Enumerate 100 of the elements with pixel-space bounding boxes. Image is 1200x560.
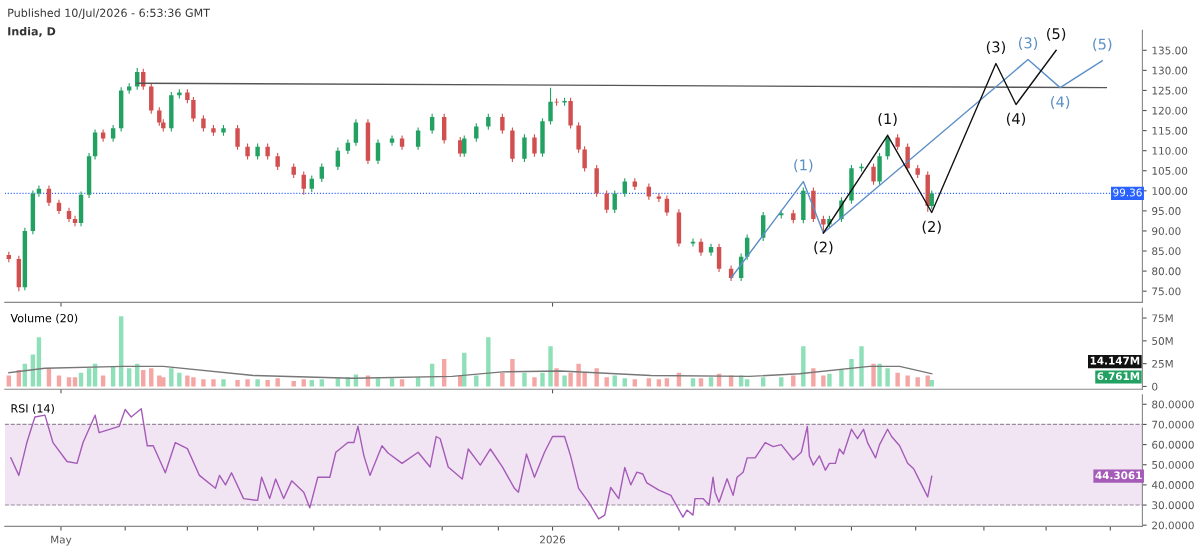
bar	[885, 368, 890, 387]
bar	[821, 375, 826, 387]
candlestick	[708, 243, 714, 257]
candlestick	[429, 113, 435, 135]
candlestick	[191, 96, 196, 123]
annotation: (2)	[922, 220, 941, 234]
ref-line-label: 99.36	[1113, 188, 1142, 197]
candlestick	[235, 124, 240, 151]
bar	[877, 363, 882, 387]
candlestick	[716, 243, 722, 273]
annotation: 44.3061	[1095, 471, 1142, 480]
bar	[871, 363, 876, 387]
bar	[72, 377, 78, 387]
y-tick-label: 115.00	[1152, 126, 1188, 135]
bar	[594, 368, 599, 387]
candlestick	[582, 145, 587, 173]
annotation: (3)	[1018, 37, 1038, 51]
chart-subtitle: India, D	[8, 26, 56, 37]
bar	[859, 346, 864, 387]
y-tick-label: 20.0000	[1152, 521, 1194, 530]
bar	[915, 377, 920, 387]
annotation: (1)	[794, 159, 813, 173]
bar	[177, 372, 182, 387]
y-tick-label: 85.00	[1152, 247, 1181, 256]
annotation: 6.761M	[1097, 372, 1140, 381]
line-series	[8, 365, 933, 379]
y-tick-label: 95.00	[1152, 207, 1181, 215]
y-tick-label: 60.0000	[1152, 440, 1194, 449]
y-tick-label: 50M	[1152, 337, 1173, 345]
y-tick-label: 50.0000	[1152, 460, 1194, 469]
chart-title: Volume (20)	[10, 313, 78, 324]
candlestick	[500, 113, 505, 135]
candlestick	[375, 138, 381, 165]
candlestick	[319, 162, 325, 183]
bar	[568, 372, 573, 387]
y-tick-label: 70.0000	[1152, 420, 1194, 429]
y-tick-label: 100.00	[1152, 187, 1188, 195]
candlestick	[335, 146, 341, 171]
y-tick-label: 125.00	[1152, 86, 1188, 95]
bar	[708, 377, 714, 387]
bar	[779, 377, 784, 387]
y-tick-label: 75M	[1152, 314, 1173, 323]
candlestick	[532, 133, 537, 158]
annotation: (4)	[1006, 112, 1026, 126]
y-tick-label: 75.00	[1152, 287, 1181, 296]
bar	[811, 368, 816, 387]
candlestick	[353, 118, 359, 147]
y-tick-label: 130.00	[1152, 66, 1188, 75]
bar	[201, 379, 206, 387]
bar	[760, 377, 766, 387]
y-tick-label: 105.00	[1152, 166, 1188, 175]
y-tick-label: 80.00	[1152, 267, 1181, 276]
bar	[540, 372, 545, 387]
y-tick-label: 30.0000	[1152, 501, 1194, 510]
annotation: (3)	[986, 41, 1006, 55]
bar	[255, 379, 260, 387]
bar	[827, 373, 832, 387]
candlestick	[548, 87, 553, 126]
annotation: (5)	[1093, 38, 1112, 52]
bar	[604, 377, 609, 387]
bar	[895, 372, 900, 387]
y-tick-label: 0	[1152, 382, 1158, 391]
bar	[161, 377, 166, 387]
bar	[849, 359, 854, 387]
text: RSI (14)	[11, 404, 54, 414]
annotation: 14.147M	[1090, 356, 1140, 365]
candlestick	[474, 122, 479, 143]
candlestick	[604, 189, 609, 214]
candlestick	[612, 189, 617, 214]
line-series	[730, 58, 1103, 279]
chart-title: Published 10/Jul/2026 - 6:53:36 GMT	[8, 8, 210, 20]
candlestick	[622, 177, 627, 198]
annotation: (4)	[1051, 95, 1070, 109]
bar	[839, 370, 844, 387]
candlestick	[415, 126, 421, 151]
bar	[801, 346, 806, 387]
bar	[500, 372, 505, 387]
y-tick-label: 110.00	[1152, 146, 1188, 155]
bar	[245, 379, 250, 387]
bar	[66, 377, 72, 387]
y-tick-label: 90.00	[1152, 227, 1181, 236]
bar	[221, 379, 226, 387]
bar	[265, 380, 270, 387]
y-tick-label: 80.0000	[1152, 400, 1194, 409]
candlestick	[157, 106, 162, 127]
bar	[548, 346, 553, 387]
bar	[532, 377, 537, 387]
candlestick	[522, 133, 527, 163]
y-tick-label: 40.0000	[1151, 481, 1194, 489]
bar	[562, 375, 567, 387]
candlestick	[885, 134, 890, 161]
x-tick-label: 2026	[540, 535, 566, 544]
bar	[169, 368, 174, 387]
bar	[905, 375, 910, 387]
annotation: (5)	[1047, 27, 1066, 41]
bar	[275, 378, 280, 387]
candlestick	[46, 185, 52, 207]
candlestick	[458, 136, 463, 158]
bar	[522, 372, 527, 387]
annotation: (2)	[814, 241, 833, 255]
